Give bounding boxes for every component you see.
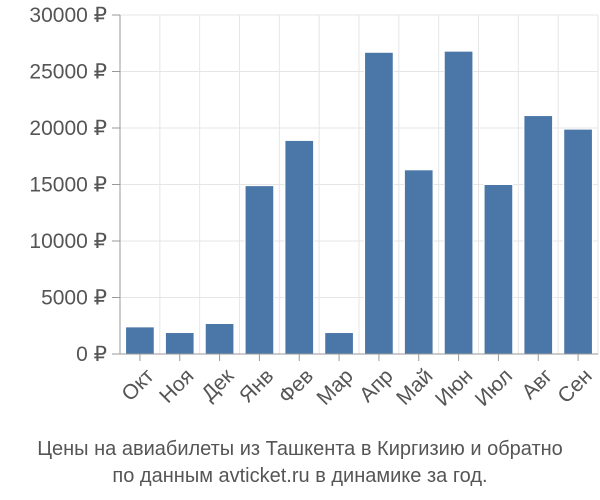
bar-Апр <box>364 51 394 355</box>
x-tick-label: Июл <box>471 364 517 410</box>
x-tick-label: Окт <box>117 364 159 406</box>
x-tick-label: Авг <box>517 364 557 404</box>
y-tick-label: 10000 ₽ <box>29 230 107 253</box>
caption-line-1: Цены на авиабилеты из Ташкента в Киргизи… <box>37 438 563 460</box>
axes <box>112 14 598 361</box>
x-tick-label: Апр <box>355 364 397 406</box>
bar-Сен <box>563 128 593 355</box>
bar-Окт <box>125 326 155 355</box>
y-tick-label: 15000 ₽ <box>29 174 107 197</box>
x-tick-label: Мар <box>312 364 357 409</box>
bar-Фев <box>284 139 315 355</box>
x-tick-label: Янв <box>235 364 278 407</box>
bar-Авг <box>523 115 554 355</box>
y-tick-label: 5000 ₽ <box>41 287 107 310</box>
y-tick-labels: 0 ₽ 5000 ₽ 10000 ₽ 15000 ₽ 20000 ₽ 25000 ₽ 300… <box>29 4 107 366</box>
y-tick-label: 0 ₽ <box>76 343 107 366</box>
bar-Ноя <box>164 332 195 355</box>
y-tick-label: 25000 ₽ <box>29 61 107 84</box>
grid-lines <box>119 14 599 355</box>
x-tick-label: Май <box>392 364 437 409</box>
bar-Янв <box>244 185 275 355</box>
x-tick-label: Ноя <box>155 364 198 407</box>
y-tick-label: 30000 ₽ <box>29 4 107 27</box>
bar-Июн <box>443 50 474 355</box>
x-tick-label: Фев <box>274 364 318 408</box>
x-tick-label: Дек <box>197 364 239 406</box>
x-tick-label: Июн <box>431 364 477 410</box>
bar-Мар <box>324 332 354 355</box>
caption-line-2: по данным avticket.ru в динамике за год. <box>112 465 487 487</box>
y-tick-label: 20000 ₽ <box>29 117 107 140</box>
bar-Май <box>403 169 434 355</box>
bar-Дек <box>204 322 235 355</box>
x-tick-label: Сен <box>553 364 596 407</box>
bars <box>125 50 593 355</box>
bar-Июл <box>483 184 514 355</box>
